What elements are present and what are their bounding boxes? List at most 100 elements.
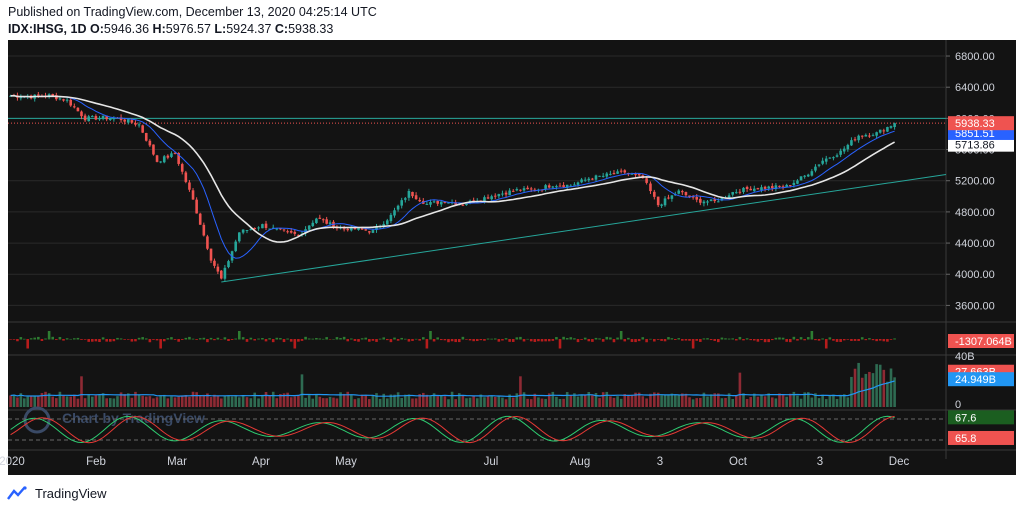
candle-body bbox=[778, 185, 781, 187]
volume-bar bbox=[472, 395, 475, 407]
candle bbox=[709, 199, 713, 202]
candle-body bbox=[253, 228, 257, 230]
candle bbox=[731, 191, 735, 197]
candle-body bbox=[342, 228, 346, 230]
candle-body bbox=[734, 192, 738, 194]
flow-bar bbox=[275, 337, 279, 340]
candle-body bbox=[249, 228, 253, 230]
candle bbox=[587, 177, 591, 183]
flow-bar bbox=[667, 337, 670, 340]
flow-bar bbox=[760, 339, 763, 341]
volume-bar bbox=[486, 395, 490, 407]
flow-bar bbox=[591, 339, 594, 342]
flow-bar bbox=[490, 338, 493, 340]
flow-bar bbox=[134, 339, 137, 342]
volume-bar bbox=[300, 374, 304, 407]
flow-bar bbox=[191, 338, 195, 340]
candle bbox=[382, 221, 386, 229]
flow-bar bbox=[26, 339, 30, 349]
candle-body bbox=[497, 194, 501, 197]
candles bbox=[9, 91, 896, 281]
volume-bar bbox=[663, 395, 667, 407]
volume-bar bbox=[116, 396, 119, 407]
candle bbox=[184, 170, 188, 184]
candle bbox=[80, 110, 83, 120]
candle bbox=[198, 212, 202, 225]
candle bbox=[814, 164, 817, 173]
flow-bar bbox=[325, 337, 328, 340]
candle bbox=[318, 214, 322, 219]
volume-bar bbox=[889, 368, 893, 407]
flow-bar bbox=[623, 339, 627, 342]
flow-bar bbox=[641, 337, 645, 340]
flow-bar bbox=[206, 339, 209, 343]
candle bbox=[429, 199, 432, 208]
volume-bar bbox=[184, 394, 188, 407]
candle bbox=[522, 186, 526, 193]
flow-bar bbox=[44, 338, 47, 340]
candle bbox=[504, 190, 508, 198]
candle-body bbox=[702, 201, 706, 204]
volume-bar bbox=[166, 398, 170, 407]
watermark-text: Chart by TradingView bbox=[62, 410, 205, 426]
flow-bar bbox=[12, 339, 16, 340]
candle-body bbox=[126, 119, 130, 123]
flow-bar bbox=[116, 337, 119, 340]
candle bbox=[321, 218, 325, 223]
flow-bar bbox=[29, 338, 33, 340]
footer: TradingView bbox=[7, 484, 107, 502]
flow-bar bbox=[508, 339, 511, 342]
candle bbox=[108, 118, 112, 121]
candle-body bbox=[429, 202, 432, 205]
volume-bar bbox=[569, 395, 573, 407]
candle bbox=[749, 186, 752, 191]
oscillator-k-line bbox=[10, 415, 895, 444]
candle-body bbox=[760, 187, 763, 190]
flow-bar bbox=[609, 337, 612, 340]
volume-bar bbox=[576, 396, 580, 407]
candle-body bbox=[315, 218, 318, 223]
volume-bar bbox=[180, 396, 184, 407]
volume-bar bbox=[457, 393, 461, 407]
volume-bar bbox=[198, 395, 202, 407]
candle bbox=[486, 194, 490, 200]
candle bbox=[519, 189, 522, 192]
candle bbox=[835, 153, 839, 158]
candle-body bbox=[37, 94, 40, 96]
flow-bar bbox=[569, 337, 573, 340]
candle bbox=[878, 129, 882, 134]
volume-bar bbox=[261, 394, 264, 407]
flow-bar bbox=[717, 339, 720, 343]
oscillator-d-value-tag-box bbox=[948, 430, 1014, 445]
low-value: 5924.37 bbox=[226, 22, 272, 36]
candle bbox=[558, 182, 562, 187]
candle bbox=[875, 131, 878, 139]
candle-body bbox=[213, 260, 216, 266]
volume-bar bbox=[573, 393, 576, 407]
flow-bar bbox=[544, 339, 547, 342]
volume-bar bbox=[594, 392, 598, 407]
volume-axis-label: 40B bbox=[955, 351, 975, 363]
oscillator-k-value-tag: 67.6 bbox=[948, 410, 1014, 425]
candle bbox=[803, 174, 806, 179]
flow-bar bbox=[601, 339, 605, 342]
price-axis-background bbox=[946, 40, 1016, 475]
flow-bar bbox=[286, 338, 289, 340]
flow-bar bbox=[835, 339, 839, 342]
flow-bar bbox=[752, 339, 756, 341]
volume-bar bbox=[173, 397, 177, 407]
flow-bar bbox=[73, 338, 76, 340]
price-chart[interactable]: 6800.006400.006000.005600.005200.004800.… bbox=[0, 40, 1024, 478]
flow-bar bbox=[389, 339, 393, 343]
candle bbox=[781, 184, 785, 190]
volume-bar bbox=[40, 393, 44, 407]
flow-bar bbox=[501, 339, 504, 341]
volume-bar bbox=[810, 397, 814, 407]
candle-body bbox=[407, 190, 411, 198]
volume-bar bbox=[429, 395, 432, 407]
volume-bar bbox=[101, 393, 105, 407]
candle-body bbox=[565, 184, 569, 188]
candle bbox=[653, 189, 656, 200]
flow-bar bbox=[159, 339, 162, 349]
candle-body bbox=[219, 270, 223, 279]
